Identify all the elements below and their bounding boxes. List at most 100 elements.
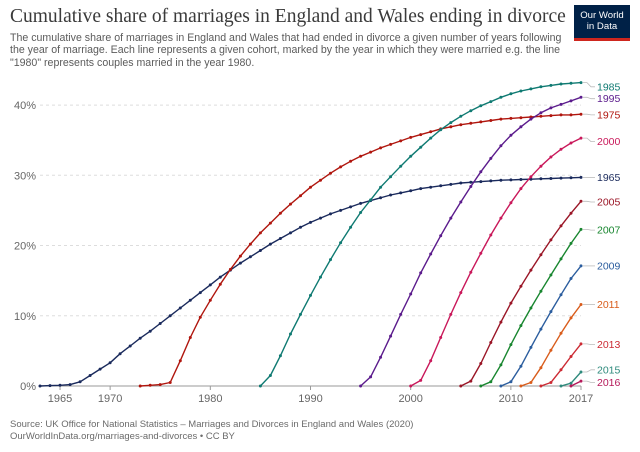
data-point-1975 [339,165,343,169]
data-point-1985 [399,164,403,168]
data-point-2005 [559,224,563,228]
data-point-1995 [419,271,423,275]
data-point-1975 [469,121,473,125]
data-point-2015 [559,384,563,388]
data-point-1965 [38,384,42,388]
data-point-1975 [258,231,262,235]
data-point-2005 [489,341,493,344]
data-point-1995 [519,125,523,129]
data-point-1985 [369,198,373,202]
label-connector [583,343,595,346]
data-point-2009 [529,345,533,349]
data-point-2005 [509,301,513,305]
data-point-1975 [248,242,252,246]
data-point-1995 [559,102,563,106]
data-point-1985 [289,332,292,336]
x-tick-label: 1970 [98,393,122,405]
data-point-2013 [579,342,583,346]
data-point-1985 [339,241,343,245]
data-point-1975 [549,114,553,118]
data-point-1965 [499,178,503,182]
data-point-1965 [208,283,212,287]
series-label-2011: 2011 [597,299,620,311]
data-point-1965 [359,201,363,205]
data-point-1975 [459,123,463,127]
series-label-1965: 1965 [597,172,621,184]
data-point-1985 [559,82,563,86]
data-point-1975 [329,171,332,175]
data-point-1965 [138,336,142,340]
series-label-2013: 2013 [597,339,621,351]
data-point-1985 [509,92,513,96]
series-label-2005: 2005 [597,196,621,208]
data-point-2011 [569,316,573,320]
data-point-1975 [409,135,413,139]
data-point-1975 [208,298,212,302]
data-point-1995 [479,170,483,174]
data-point-1965 [168,314,172,318]
series-label-1995: 1995 [597,93,621,105]
data-point-1965 [379,196,383,200]
data-point-2000 [419,378,423,382]
data-point-2009 [579,264,583,268]
data-point-1965 [148,329,152,333]
data-point-1985 [579,81,583,85]
data-point-1965 [429,185,433,189]
data-point-2007 [569,241,573,245]
data-point-1965 [349,205,353,209]
data-point-1965 [459,181,463,185]
data-point-1965 [309,220,312,224]
logo-line-1: Our World [580,10,624,21]
series-line-2016 [570,380,582,387]
logo-line-2: in Data [586,21,618,32]
series-label-1975: 1975 [597,109,621,121]
data-point-1965 [479,180,483,184]
data-point-1965 [248,255,252,259]
data-point-1995 [389,334,393,338]
label-connector [583,380,595,383]
data-point-2000 [449,312,453,316]
data-point-1965 [88,374,92,377]
data-point-1985 [429,136,433,140]
data-point-1975 [559,113,563,117]
data-point-1975 [138,384,142,388]
data-point-2016 [579,379,583,383]
data-point-1965 [78,380,82,384]
data-point-1985 [539,85,543,89]
x-tick-label: 2010 [499,393,523,405]
data-point-1985 [439,128,443,132]
data-point-2000 [559,147,563,151]
data-point-1975 [379,146,383,150]
data-point-1975 [489,119,493,122]
series-label-2016: 2016 [597,377,621,389]
data-point-1975 [359,154,363,158]
data-point-1965 [118,352,122,356]
data-point-2009 [539,327,543,331]
data-point-1965 [258,249,262,252]
label-connector [583,228,595,231]
data-point-1975 [158,383,162,387]
data-point-2007 [549,273,553,277]
series-line-2011 [520,304,582,387]
data-point-1995 [489,156,493,160]
data-point-1965 [108,361,112,365]
data-point-1975 [389,142,393,146]
series-label-1985: 1985 [597,81,621,93]
data-point-1995 [579,95,583,99]
data-point-1965 [399,191,403,195]
data-point-2000 [429,359,433,363]
data-point-2005 [519,284,523,288]
data-point-1985 [379,185,383,189]
data-point-1965 [158,322,162,325]
data-point-1965 [579,175,583,179]
x-tick-label: 1980 [198,393,222,405]
data-point-1985 [479,104,483,108]
data-point-2000 [459,291,463,295]
url-note[interactable]: OurWorldInData.org/marriages-and-divorce… [10,431,235,442]
data-point-1965 [539,177,543,181]
label-connector [583,113,595,116]
data-point-1975 [579,112,583,116]
data-point-1975 [238,254,242,258]
owid-logo[interactable]: Our World in Data [574,5,630,41]
data-point-1975 [198,315,202,319]
